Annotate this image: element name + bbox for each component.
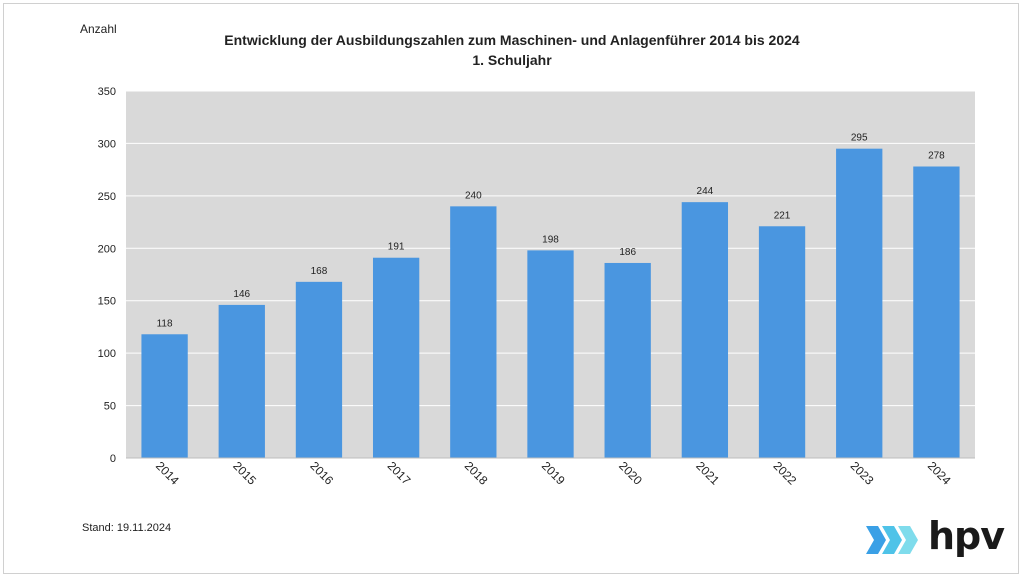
y-tick-label: 250 (98, 191, 116, 203)
stand-date: Stand: 19.11.2024 (82, 522, 172, 534)
x-tick-label: 2022 (770, 459, 799, 488)
bar (758, 226, 806, 458)
x-tick-label: 2023 (848, 459, 877, 488)
data-label: 295 (851, 133, 868, 144)
chart-title-block: Entwicklung der Ausbildungszahlen zum Ma… (150, 30, 874, 70)
y-tick-label: 50 (104, 401, 116, 413)
x-tick-label: 2020 (616, 459, 645, 488)
x-tick-label: 2014 (153, 459, 182, 488)
bar (836, 148, 883, 458)
data-label: 240 (465, 190, 482, 201)
chart-title: Entwicklung der Ausbildungszahlen zum Ma… (224, 32, 800, 48)
data-label: 168 (311, 266, 328, 277)
x-tick-label: 2018 (462, 459, 491, 488)
chart-frame (3, 3, 1019, 574)
x-tick-label: 2016 (307, 459, 336, 488)
logo-chevron (866, 526, 886, 554)
hpv-logo-text: hpv (928, 514, 1005, 558)
bar (604, 262, 651, 458)
data-label: 146 (233, 289, 250, 300)
x-tick-label: 2019 (539, 459, 568, 488)
data-label: 191 (388, 242, 405, 253)
bar (450, 206, 497, 458)
data-label: 244 (697, 186, 714, 197)
bar (295, 281, 343, 458)
chart-subtitle: 1. Schuljahr (472, 52, 552, 68)
logo-chevron (898, 526, 918, 554)
x-tick-label: 2017 (385, 459, 414, 488)
x-tick-label: 2021 (693, 459, 722, 488)
bar (218, 304, 265, 458)
data-label: 118 (157, 318, 173, 329)
y-tick-label: 100 (98, 348, 116, 360)
y-tick-label: 150 (98, 296, 116, 308)
logo-chevron (882, 526, 902, 554)
y-tick-label: 300 (98, 138, 116, 150)
hpv-logo: hpv (866, 514, 1005, 568)
y-tick-label: 350 (98, 86, 116, 98)
x-tick-label: 2024 (925, 459, 954, 488)
hpv-logo-mark (866, 526, 918, 554)
y-tick-label: 0 (110, 453, 116, 465)
bar (913, 166, 960, 459)
bar (141, 334, 188, 458)
x-tick-label: 2015 (230, 459, 259, 488)
y-axis-label: Anzahl (80, 22, 117, 36)
data-label: 278 (928, 150, 945, 161)
y-tick-label: 200 (98, 243, 116, 255)
data-label: 198 (542, 234, 559, 245)
bar (681, 202, 729, 458)
bar (527, 250, 574, 458)
data-label: 221 (774, 210, 791, 221)
bar (372, 257, 420, 458)
data-label: 186 (619, 247, 636, 258)
